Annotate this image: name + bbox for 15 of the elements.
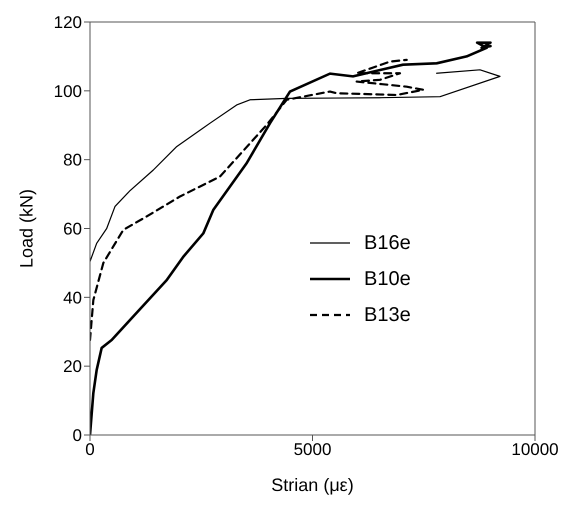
y-tick-label: 20: [63, 357, 82, 376]
y-tick-label: 0: [72, 426, 82, 446]
x-axis-title: Strian (με): [271, 475, 354, 495]
y-tick-label: 80: [63, 150, 82, 170]
y-tick-label: 40: [63, 288, 82, 308]
legend-label: B16e: [364, 232, 411, 254]
y-tick-label: 60: [63, 220, 82, 239]
legend-label: B10e: [364, 268, 411, 290]
x-tick-label: 10000: [511, 440, 559, 460]
y-axis-title: Load (kN): [16, 188, 36, 268]
y-tick-label: 100: [54, 82, 82, 101]
x-tick-label: 0: [85, 440, 95, 460]
legend-label: B13e: [364, 304, 411, 326]
y-tick-label: 120: [54, 13, 82, 32]
x-tick-label: 5000: [294, 440, 332, 460]
